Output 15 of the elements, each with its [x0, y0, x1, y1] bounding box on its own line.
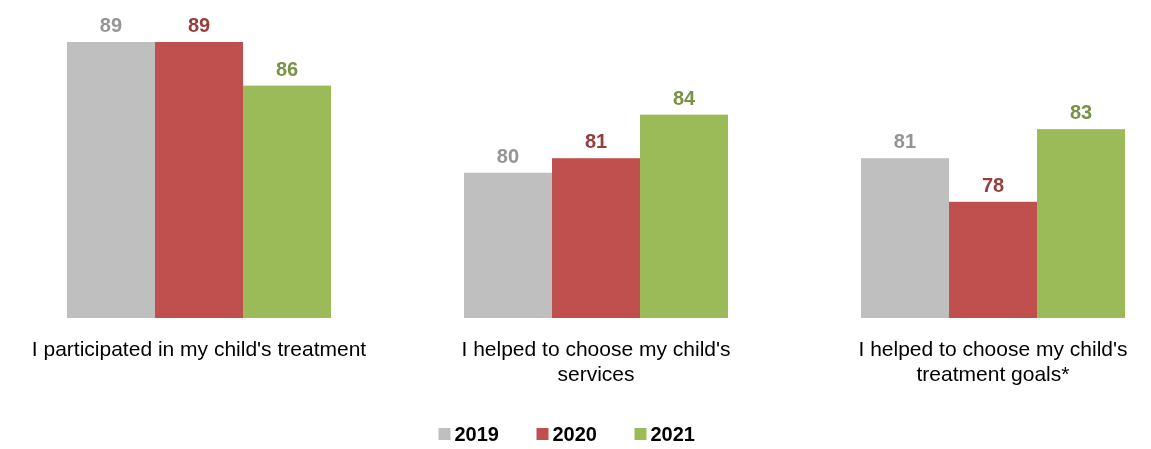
- legend-label: 2019: [454, 423, 499, 445]
- legend-label: 2021: [650, 423, 695, 445]
- x-tick-label: I helped to choose my child's treatment goals*: [858, 337, 1128, 385]
- data-label: 80: [496, 144, 520, 167]
- data-label: 84: [672, 86, 696, 109]
- data-label: 81: [893, 130, 917, 153]
- data-label: 86: [275, 57, 299, 80]
- x-tick-label: I participated in my child's treatment: [31, 337, 367, 360]
- data-label: 81: [584, 130, 608, 153]
- data-label: 89: [99, 14, 123, 36]
- x-tick-label: I helped to choose my child's services: [461, 337, 731, 385]
- legend-label: 2020: [552, 423, 597, 445]
- data-label: 89: [187, 14, 211, 36]
- data-label: 83: [1069, 101, 1093, 124]
- data-label: 78: [981, 173, 1005, 196]
